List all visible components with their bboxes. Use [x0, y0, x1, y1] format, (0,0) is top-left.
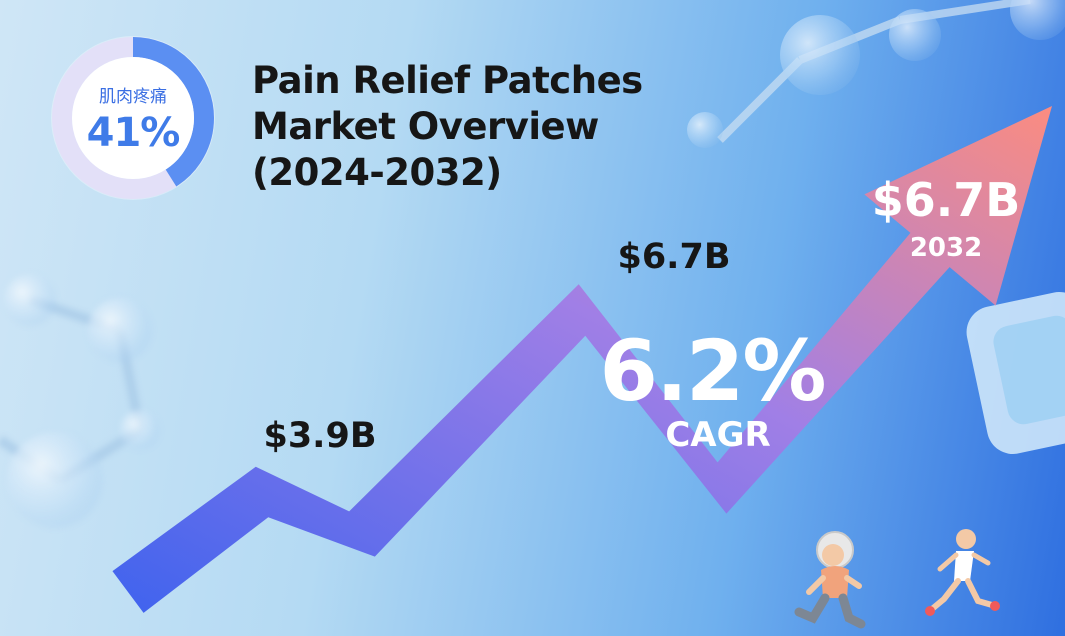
runner-icon [925, 529, 1000, 616]
data-label: $3.9B [263, 416, 376, 456]
badge-value: 41% [87, 110, 180, 156]
muscle-pain-badge: 肌肉疼痛 41% [51, 36, 215, 200]
patch-icon [966, 292, 1065, 454]
title-line: Pain Relief Patches [252, 59, 643, 102]
elderly-runner-icon [794, 531, 866, 629]
data-label: $6.7B [617, 237, 730, 277]
molecule-icon [0, 0, 1065, 528]
title-line: Market Overview [252, 105, 599, 148]
cagr-label: CAGR [665, 415, 770, 455]
badge-label: 肌肉疼痛 [99, 87, 167, 107]
page-title: Pain Relief Patches Market Overview (202… [252, 58, 643, 196]
data-label: $6.7B [872, 173, 1021, 227]
title-line: (2024-2032) [252, 151, 502, 194]
cagr-value: 6.2% [600, 322, 825, 420]
donut-filled [52, 37, 214, 199]
year-label: 2032 [910, 233, 982, 263]
growth-arrow [112, 106, 1052, 613]
